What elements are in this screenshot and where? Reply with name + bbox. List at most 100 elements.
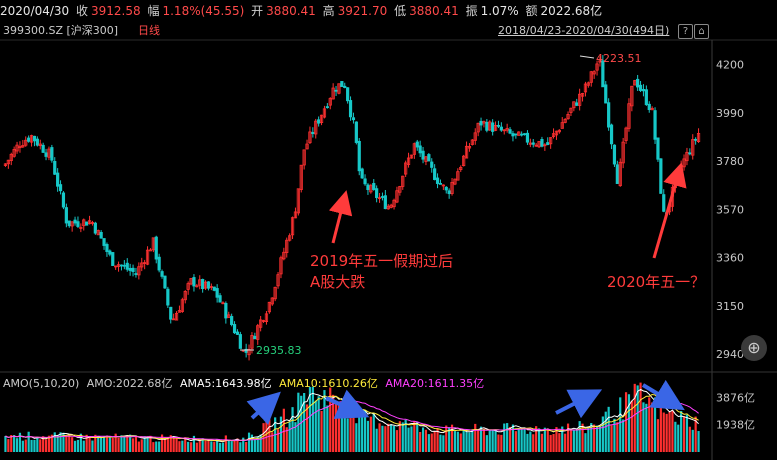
volume-bar [491, 429, 494, 452]
volume-bar [642, 402, 645, 452]
lock-icon[interactable]: ⌂ [694, 24, 709, 39]
volume-bar [262, 423, 265, 452]
volume-bar [694, 416, 697, 452]
volume-bar [552, 434, 555, 452]
candle-body [409, 154, 414, 159]
candle-body [131, 267, 135, 272]
price-tick-3360: 3360 [716, 252, 744, 265]
volume-bar [485, 435, 488, 452]
volume-bar [76, 439, 80, 452]
quote-bar: 2020/04/30 收 3912.58 幅 1.18%(45.55) 开 3880.… [0, 0, 777, 22]
candle-body [644, 89, 648, 106]
volume-bar [387, 423, 390, 452]
volume-bar [175, 436, 178, 452]
volume-bar [474, 423, 477, 452]
volume-bar [207, 440, 210, 452]
volume-bar [520, 428, 523, 452]
volume-bar [4, 435, 7, 452]
candle-body [227, 314, 231, 318]
volume-bar [178, 441, 181, 452]
volume-bar [616, 422, 619, 452]
candle-body [566, 114, 570, 120]
date-range[interactable]: 2018/04/23-2020/04/30(494日) [498, 24, 670, 37]
candle-body [656, 137, 660, 160]
volume-bar [279, 416, 283, 452]
volume-bar [337, 404, 341, 452]
candle-body [96, 230, 100, 236]
volume-bar [239, 442, 242, 452]
volume-bar [419, 432, 422, 452]
candle-body [244, 348, 248, 353]
candle-body [12, 149, 16, 157]
volume-bar [668, 412, 671, 452]
volume-bar [146, 436, 149, 452]
candle-body [380, 196, 385, 198]
volume-bar [691, 429, 694, 452]
candle-body [105, 244, 109, 252]
volume-bar [494, 430, 497, 452]
volume-bar [688, 426, 691, 452]
candle-body [398, 186, 402, 193]
candle-body [636, 78, 640, 88]
volume-bar [192, 435, 196, 452]
volume-bar [94, 434, 97, 452]
volume-bar [404, 419, 407, 452]
zoom-in-button[interactable]: ⊕ [741, 335, 767, 361]
candle-body [299, 164, 303, 190]
volume-bar [624, 392, 628, 452]
open-value: 3880.41 [266, 4, 316, 18]
volume-bar [595, 425, 599, 452]
help-icon[interactable]: ? [678, 24, 693, 39]
candle-body [607, 102, 611, 128]
volume-bar [572, 429, 575, 452]
volume-bar [85, 434, 88, 452]
candle-body [522, 133, 527, 136]
volume-bar [149, 435, 152, 452]
volume-bar [30, 439, 33, 452]
volume-bar [439, 434, 442, 452]
volume-bar [590, 423, 593, 452]
volume-bar [201, 438, 204, 452]
volume-bar [569, 428, 573, 452]
candle-body [85, 221, 89, 226]
candle-body [615, 164, 619, 184]
volume-bar [79, 433, 82, 452]
vol-arrow-1 [246, 391, 281, 425]
candle-body [375, 188, 379, 199]
candle-body [247, 348, 251, 356]
volume-bar [529, 431, 532, 452]
candle-body [119, 264, 124, 267]
candle-body [15, 144, 19, 152]
candle-body [404, 162, 408, 175]
volume-bar [433, 431, 436, 452]
security-code[interactable]: 399300.SZ [沪深300] [3, 24, 119, 37]
volume-bar [305, 404, 309, 452]
volume-bar [514, 431, 517, 452]
candle-body [334, 89, 338, 92]
volume-bar [143, 436, 146, 452]
volume-bar [129, 434, 132, 452]
low-marker-label: 2935.83 [256, 344, 302, 357]
candle-body [50, 147, 54, 161]
candle-body [296, 188, 300, 214]
candle-body [47, 148, 51, 158]
period-selector[interactable]: 日线 [138, 24, 160, 37]
volume-bar [407, 427, 410, 452]
candle-body [27, 137, 31, 142]
volume-bar [482, 428, 486, 452]
candle-body [531, 142, 535, 145]
candle-body [366, 184, 370, 191]
candle-body [232, 324, 237, 334]
volume-bar [372, 412, 375, 452]
volume-bar [236, 438, 239, 452]
volume-bar [346, 418, 349, 452]
volume-bar [111, 437, 114, 452]
candle-body [279, 257, 283, 275]
candle-body [76, 221, 80, 227]
volume-bar [62, 432, 65, 452]
volume-bar [413, 421, 416, 452]
candle-body [467, 145, 472, 149]
volume-bar [604, 411, 607, 452]
candle-body [290, 217, 295, 236]
